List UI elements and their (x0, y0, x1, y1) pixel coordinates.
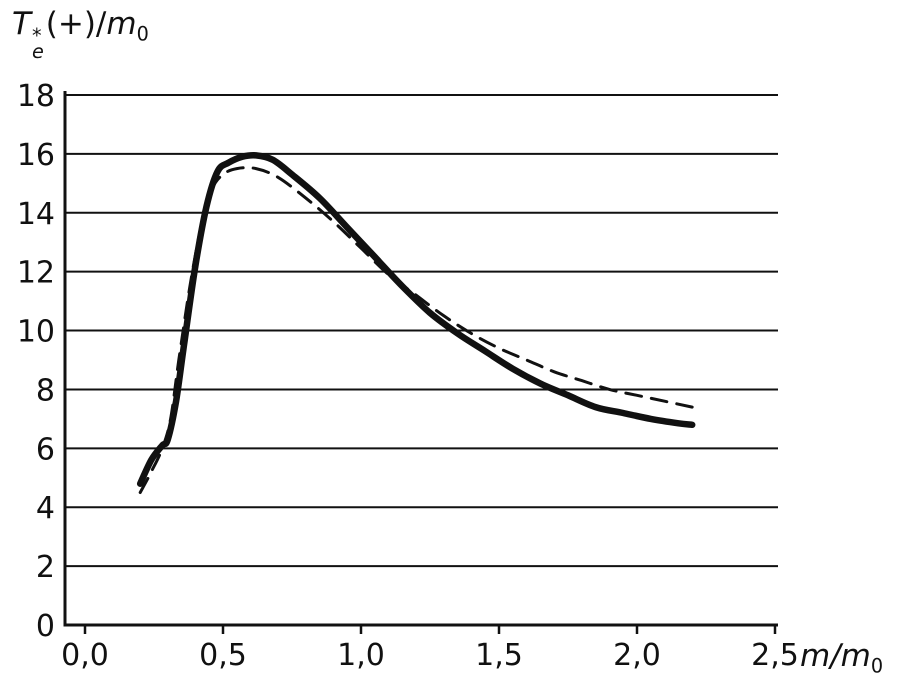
y-title-denominator: m (106, 6, 137, 42)
y-tick-label: 18 (17, 79, 55, 114)
x-tick-label: 1,5 (475, 638, 523, 673)
x-axis-title: m/m0 (800, 638, 884, 678)
y-tick-label: 0 (36, 609, 55, 644)
y-tick-label: 16 (17, 138, 55, 173)
y-title-supsub: * e (31, 24, 44, 63)
y-axis-title: T * e (+)/m0 (12, 6, 149, 63)
x-tick-label: 0,0 (61, 638, 109, 673)
x-tick-label: 0,5 (199, 638, 247, 673)
y-tick-label: 14 (17, 197, 55, 232)
y-tick-label: 12 (17, 256, 55, 291)
y-tick-label: 4 (36, 491, 55, 526)
dashed-curve (138, 166, 694, 494)
y-title-symbol: T (12, 6, 31, 42)
y-title-denominator-sub: 0 (136, 22, 149, 46)
y-tick-label: 2 (36, 550, 55, 585)
y-tick-label: 6 (36, 432, 55, 467)
x-tick-label: 1,0 (337, 638, 385, 673)
x-tick-label: 2,0 (613, 638, 661, 673)
y-tick-label: 8 (36, 373, 55, 408)
y-title-operator: (+)/ (45, 6, 107, 42)
x-tick-label: 2,5 (751, 638, 799, 673)
solid-curve (136, 151, 696, 487)
y-tick-label: 10 (17, 315, 55, 350)
